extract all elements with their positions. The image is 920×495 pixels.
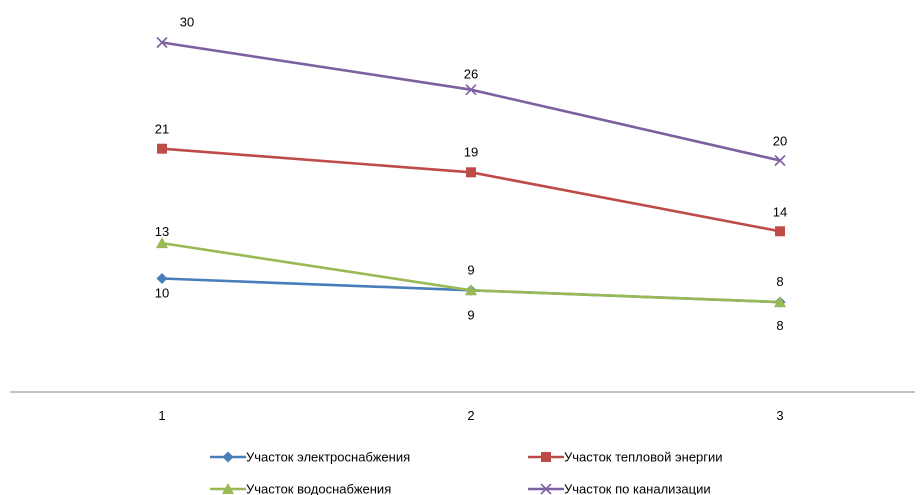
x-tick-label: 3: [776, 408, 783, 423]
legend-label: Участок по канализации: [564, 482, 711, 495]
data-label: 21: [155, 122, 169, 137]
data-label: 26: [464, 67, 478, 82]
data-point: [156, 36, 168, 49]
data-label: 10: [155, 286, 169, 301]
data-point: [774, 296, 786, 308]
data-label: 8: [776, 318, 783, 333]
legend-label: Участок водоснабжения: [246, 482, 391, 495]
data-label: 13: [155, 224, 169, 239]
data-point: [775, 226, 785, 237]
data-label: 8: [776, 274, 783, 289]
data-label: 20: [773, 134, 787, 149]
legend-item: Участок по канализации: [528, 482, 711, 495]
data-label: 30: [180, 15, 194, 30]
legend-marker: [222, 451, 234, 463]
legend-item: Участок тепловой энергии: [528, 450, 723, 465]
data-label: 14: [773, 204, 787, 219]
series-3: [156, 237, 786, 308]
x-tick-label: 2: [467, 408, 474, 423]
legend-marker: [540, 483, 552, 495]
series-line: [161, 147, 781, 233]
data-point: [156, 237, 168, 249]
data-labels: 10 9 8 21 19 14 13 9 8 30 26 20: [155, 15, 787, 334]
data-point: [157, 143, 167, 154]
legend-item: Участок электроснабжения: [210, 450, 410, 465]
data-point: [774, 154, 786, 167]
data-label: 9: [467, 262, 474, 277]
legend-item: Участок водоснабжения: [210, 482, 391, 495]
data-label: 19: [464, 144, 478, 159]
data-label: 9: [467, 307, 474, 322]
series-group: [156, 36, 786, 308]
series-4: [156, 36, 786, 167]
legend-marker: [222, 483, 234, 494]
series-2: [157, 143, 785, 237]
legend-marker: [541, 452, 551, 462]
legend-label: Участок тепловой энергии: [564, 450, 723, 465]
x-axis-ticks: 1 2 3: [158, 408, 783, 423]
data-point: [156, 273, 168, 284]
legend-label: Участок электроснабжения: [246, 450, 410, 465]
data-point: [465, 84, 477, 96]
data-point: [465, 284, 477, 296]
x-tick-label: 1: [158, 408, 165, 423]
data-point: [466, 167, 476, 178]
legend: Участок электроснабжения Участок тепловой…: [210, 450, 723, 495]
series-line: [161, 41, 781, 162]
